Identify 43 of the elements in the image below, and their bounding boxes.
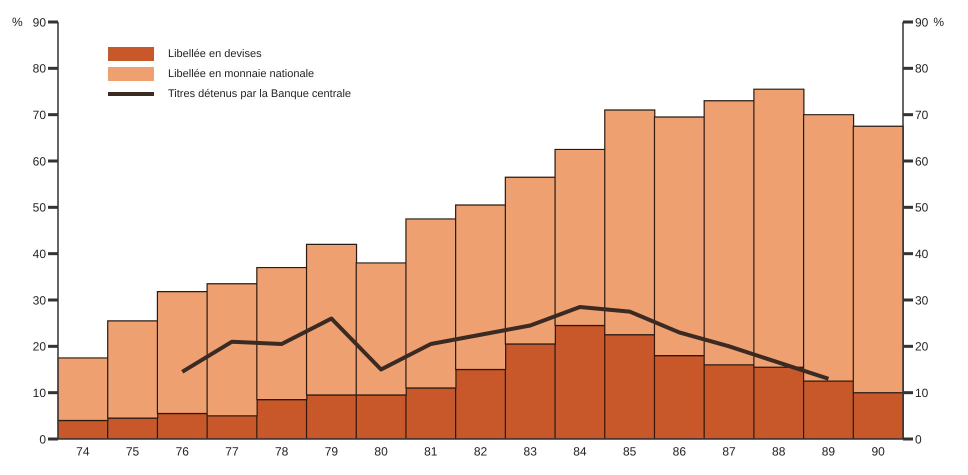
- y2-tick-label: 20: [915, 340, 929, 354]
- x-tick-label: 86: [672, 444, 686, 459]
- y-tick-label: 20: [32, 340, 46, 354]
- y-tick-label: 90: [32, 15, 46, 30]
- x-tick-label: 81: [424, 444, 438, 459]
- x-tick-label: 87: [722, 444, 736, 459]
- y-tick-label: 80: [32, 62, 46, 76]
- x-tick-label: 77: [225, 444, 239, 459]
- y-tick-label: 40: [32, 246, 46, 261]
- y2-tick-label: 10: [915, 386, 929, 400]
- legend-label: Libellée en monnaie nationale: [168, 68, 314, 80]
- y2-tick-label: 40: [915, 246, 929, 261]
- legend-label: Titres détenus par la Banque centrale: [168, 88, 352, 100]
- x-tick-label: 84: [573, 444, 587, 459]
- y2-tick-label: 0: [915, 432, 922, 446]
- y-tick-label: 60: [32, 154, 46, 168]
- y-axis-title: %: [12, 15, 23, 29]
- y2-axis-title: %: [933, 15, 944, 29]
- x-tick-label: 75: [126, 444, 140, 459]
- y2-tick-label: 90: [915, 15, 929, 30]
- x-tick-label: 76: [176, 444, 190, 459]
- line-series: [180, 304, 830, 381]
- y-tick-label: 0: [39, 432, 46, 446]
- x-tick-label: 80: [374, 444, 388, 459]
- x-tick-label: 85: [622, 444, 637, 459]
- y2-tick-label: 70: [915, 108, 929, 122]
- y2-tick-label: 80: [915, 62, 929, 76]
- y-tick-label: 70: [32, 108, 46, 122]
- y2-tick-label: 30: [915, 293, 929, 308]
- y-tick-label: 30: [32, 293, 46, 308]
- legend-label: Libellée en devises: [168, 48, 262, 60]
- y2-tick-label: 50: [915, 200, 929, 215]
- x-tick-label: 74: [76, 444, 90, 459]
- y-tick-label: 10: [32, 386, 46, 400]
- x-tick-label: 79: [324, 444, 338, 459]
- x-tick-label: 88: [772, 444, 786, 459]
- x-tick-label: 78: [274, 444, 289, 459]
- y2-tick-label: 60: [915, 154, 929, 168]
- x-tick-label: 90: [871, 444, 886, 459]
- x-tick-label: 83: [524, 444, 538, 459]
- x-tick-label: 89: [822, 444, 836, 459]
- x-tick-label: 82: [474, 444, 488, 459]
- y-tick-label: 50: [32, 200, 46, 215]
